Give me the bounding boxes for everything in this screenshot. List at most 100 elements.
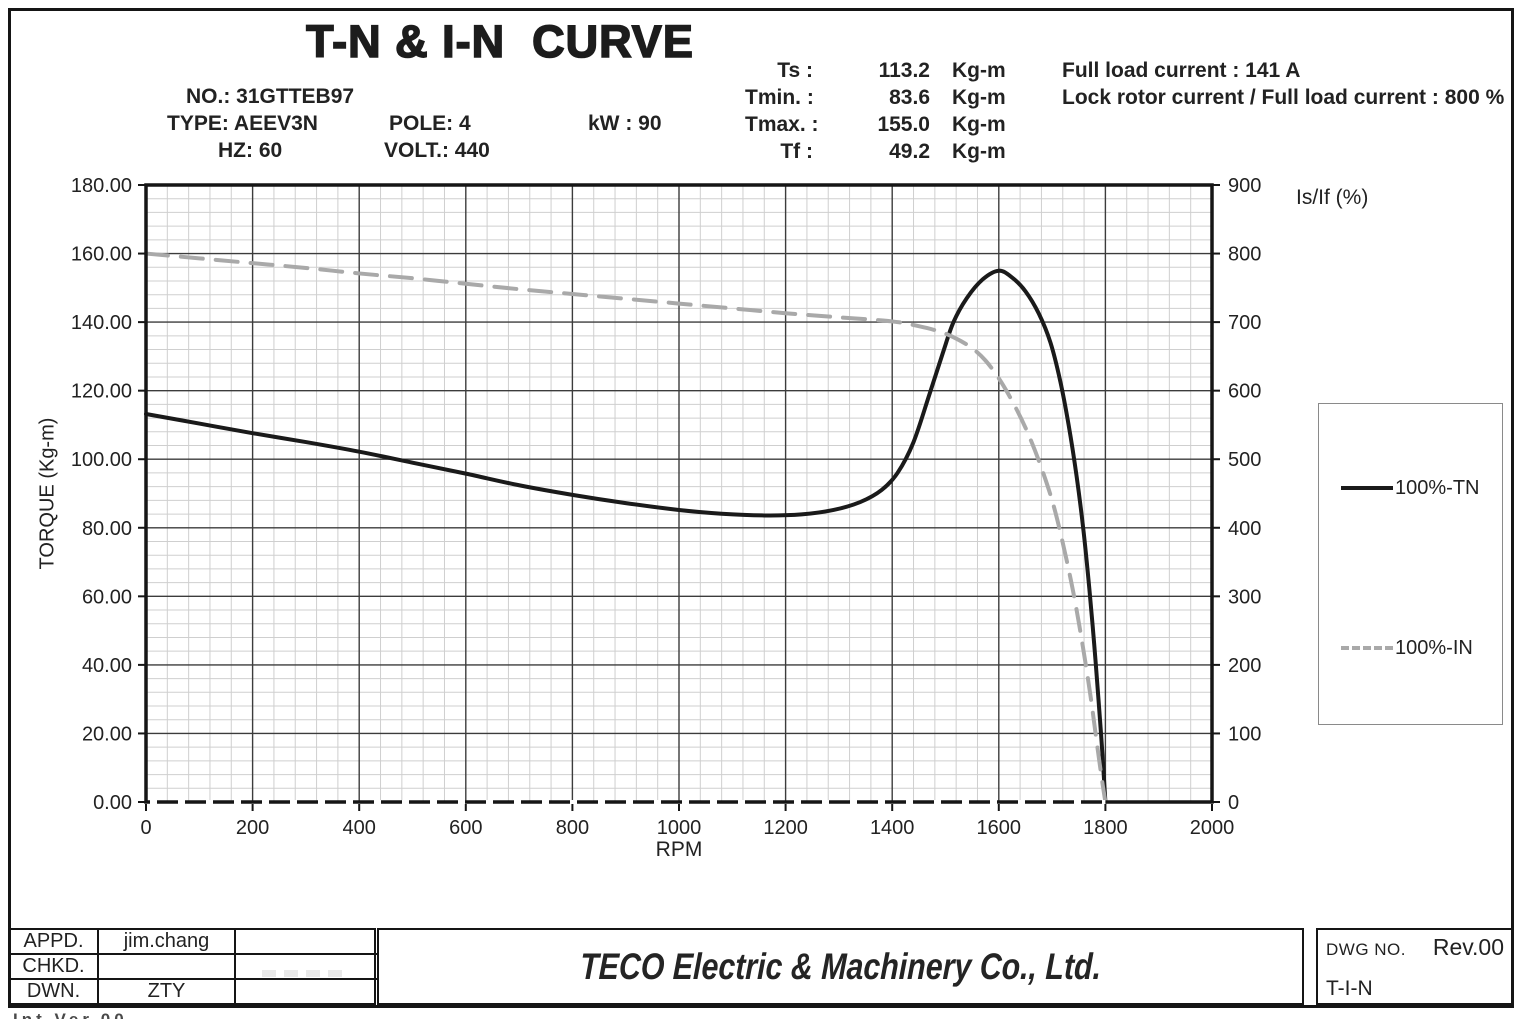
legend-box: 100%-TN 100%-IN (1318, 403, 1503, 725)
tmin-unit: Kg-m (952, 86, 1006, 109)
legend-label-in: 100%-IN (1395, 636, 1473, 659)
dwn-extra (236, 980, 378, 1003)
svg-text:1000: 1000 (657, 817, 702, 839)
svg-text:0: 0 (140, 817, 151, 839)
approval-table: APPD. jim.chang CHKD. DWN. ZTY (8, 928, 378, 1005)
spec-hz: HZ: 60 (218, 139, 282, 163)
dwg-no-label: DWG NO. (1326, 940, 1406, 959)
svg-text:120.00: 120.00 (71, 381, 132, 403)
svg-text:20.00: 20.00 (82, 723, 132, 745)
torque-summary-table: Ts : 113.2 Kg-m Full load current : 141 … (745, 59, 1504, 167)
legend-entry-in: 100%-IN (1319, 636, 1502, 660)
in-line-sample-icon (1341, 646, 1393, 650)
torque-row-tmin: Tmin. : 83.6 Kg-m Lock rotor current / F… (745, 86, 1504, 113)
svg-text:600: 600 (1228, 381, 1261, 403)
drawing-number-block: DWG NO. Rev.00 T-I-N (1316, 928, 1514, 1005)
ts-label: Ts : (777, 59, 813, 82)
spec-kw: kW : 90 (588, 112, 662, 136)
lock-rotor-current-note: Lock rotor current / Full load current :… (1062, 86, 1505, 109)
svg-text:500: 500 (1228, 449, 1261, 471)
svg-text:0: 0 (1228, 792, 1239, 814)
erased-mark (262, 970, 350, 977)
tf-label: Tf : (780, 140, 813, 163)
tf-value: 49.2 (889, 140, 930, 163)
company-name: TECO Electric & Machinery Co., Ltd. (579, 945, 1102, 987)
dwg-row: DWG NO. Rev.00 (1326, 934, 1504, 961)
svg-text:1800: 1800 (1083, 817, 1128, 839)
torque-row-tf: Tf : 49.2 Kg-m (745, 140, 1504, 167)
svg-text:400: 400 (1228, 518, 1261, 540)
appd-extra (236, 930, 378, 955)
dwn-label: DWN. (10, 980, 99, 1003)
spec-pole: POLE: 4 (389, 112, 471, 136)
svg-text:1600: 1600 (977, 817, 1022, 839)
drawing-number: T-I-N (1326, 977, 1373, 1000)
svg-text:900: 900 (1228, 175, 1261, 197)
svg-text:400: 400 (343, 817, 376, 839)
svg-text:800: 800 (556, 817, 589, 839)
chkd-name (99, 955, 236, 980)
dwn-name: ZTY (99, 980, 236, 1003)
ts-value: 113.2 (878, 59, 930, 82)
svg-text:800: 800 (1228, 244, 1261, 266)
page-title: T-N & I-N CURVE (305, 15, 694, 68)
svg-text:1400: 1400 (870, 817, 915, 839)
legend-entry-tn: 100%-TN (1319, 476, 1502, 500)
spec-type: TYPE: AEEV3N (167, 112, 318, 136)
chkd-extra (236, 955, 378, 980)
svg-text:0.00: 0.00 (93, 792, 132, 814)
legend-label-tn: 100%-TN (1395, 476, 1480, 499)
spec-kw-value: 90 (638, 112, 662, 135)
svg-text:100: 100 (1228, 723, 1261, 745)
tn-line-sample-icon (1341, 486, 1393, 490)
spec-hz-value: 60 (258, 139, 283, 162)
spec-pole-value: 4 (459, 112, 471, 135)
spec-no: NO.: 31GTTEB97 (186, 85, 354, 109)
spec-type-value: AEEV3N (233, 112, 318, 135)
svg-text:80.00: 80.00 (82, 518, 132, 540)
svg-text:1200: 1200 (763, 817, 808, 839)
svg-text:180.00: 180.00 (71, 175, 132, 197)
tmax-label: Tmax. : (745, 113, 819, 136)
ts-unit: Kg-m (952, 59, 1006, 82)
svg-text:100.00: 100.00 (71, 449, 132, 471)
revision: Rev.00 (1432, 934, 1504, 960)
svg-text:140.00: 140.00 (71, 312, 132, 334)
left-axis-title: TORQUE (Kg-m) (36, 417, 59, 570)
svg-text:200: 200 (236, 817, 269, 839)
svg-text:60.00: 60.00 (82, 586, 132, 608)
torque-row-ts: Ts : 113.2 Kg-m Full load current : 141 … (745, 59, 1504, 86)
appd-name: jim.chang (99, 930, 236, 955)
spec-volt: VOLT.: 440 (384, 139, 490, 163)
spec-volt-label: VOLT.: (384, 139, 449, 162)
spec-type-label: TYPE: (167, 112, 229, 135)
x-axis-title: RPM (655, 838, 703, 861)
spec-no-label: NO.: (186, 85, 231, 108)
right-axis-title: Is/If (%) (1296, 186, 1369, 209)
chkd-label: CHKD. (10, 955, 99, 980)
company-title-block: TECO Electric & Machinery Co., Ltd. (377, 928, 1304, 1005)
tmin-label: Tmin. : (745, 86, 814, 109)
svg-text:300: 300 (1228, 586, 1261, 608)
tmax-value: 155.0 (877, 113, 930, 136)
svg-text:160.00: 160.00 (71, 244, 132, 266)
full-load-current-note: Full load current : 141 A (1062, 59, 1301, 82)
svg-text:700: 700 (1228, 312, 1261, 334)
torque-row-tmax: Tmax. : 155.0 Kg-m (745, 113, 1504, 140)
tn-in-curve-plot: 0.00 20.00 40.00 60.00 80.00 100.00 120.00 140.… (71, 175, 1262, 839)
spec-no-value: 31GTTEB97 (236, 85, 355, 108)
tmin-value: 83.6 (889, 86, 930, 109)
svg-text:40.00: 40.00 (82, 655, 132, 677)
page-border-frame (8, 8, 1514, 1008)
cutoff-footer-note: Int.Ver.00 (13, 1010, 173, 1019)
spec-volt-value: 440 (454, 139, 490, 162)
svg-text:200: 200 (1228, 655, 1261, 677)
tmax-unit: Kg-m (952, 113, 1006, 136)
svg-text:600: 600 (449, 817, 482, 839)
appd-label: APPD. (10, 930, 99, 955)
spec-pole-label: POLE: (389, 112, 454, 135)
spec-kw-label: kW : (588, 112, 633, 135)
tf-unit: Kg-m (952, 140, 1006, 163)
spec-hz-label: HZ: (218, 139, 253, 162)
svg-text:2000: 2000 (1190, 817, 1235, 839)
